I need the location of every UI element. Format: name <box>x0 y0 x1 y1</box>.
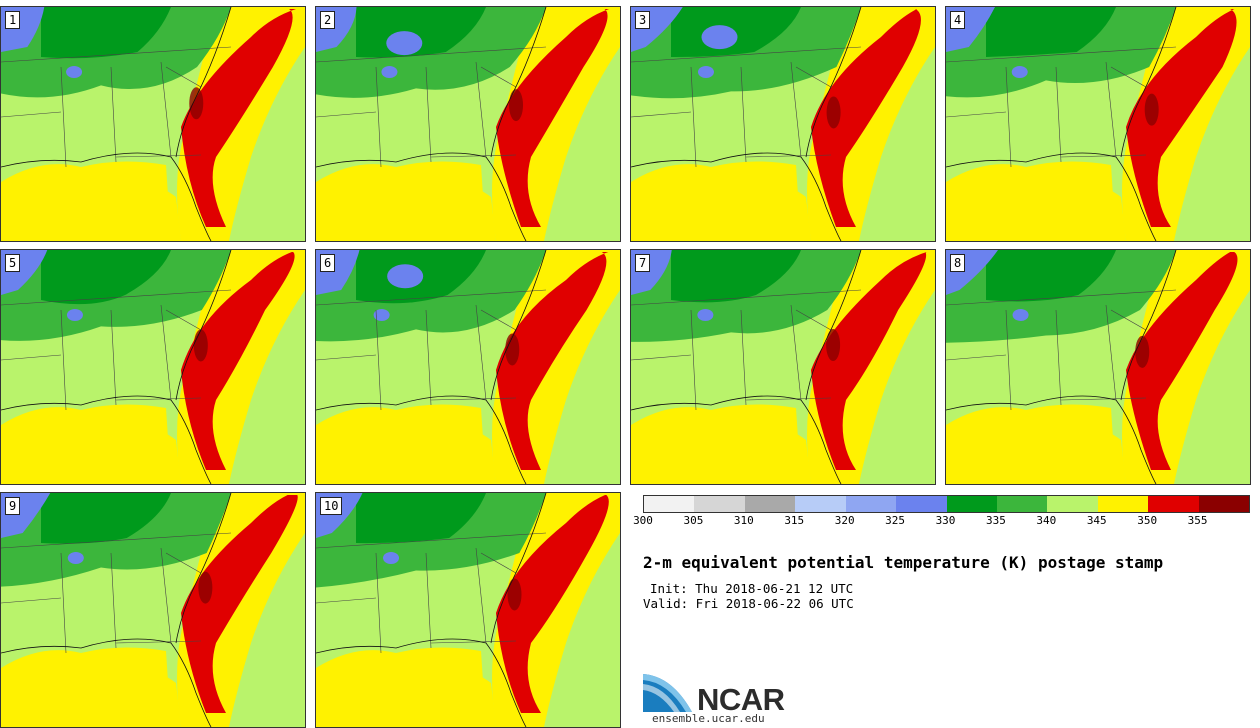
ensemble-member-panel: 2 <box>315 6 621 242</box>
colorbar-segment <box>946 496 997 512</box>
map-field <box>1 7 305 241</box>
member-number: 10 <box>320 497 343 515</box>
colorbar-segment <box>845 496 897 512</box>
ensemble-member-panel: 5 <box>0 249 306 485</box>
member-number: 6 <box>320 254 336 272</box>
map-field <box>316 7 620 241</box>
colorbar-tick-label: 330 <box>935 514 956 527</box>
ensemble-member-panel: 7 <box>630 249 936 485</box>
colorbar-tick-label: 355 <box>1187 514 1208 527</box>
colorbar-segment <box>1047 496 1098 512</box>
map-field <box>946 250 1250 484</box>
colorbar-segment <box>1097 496 1149 512</box>
colorbar-tick-label: 315 <box>784 514 805 527</box>
colorbar-segment <box>1198 496 1250 512</box>
map-field <box>316 493 620 727</box>
site-url: ensemble.ucar.edu <box>652 712 765 725</box>
member-number: 4 <box>950 11 966 29</box>
colorbar-tick-label: 345 <box>1086 514 1107 527</box>
ncar-logo-icon <box>643 674 692 712</box>
ensemble-member-panel: 6 <box>315 249 621 485</box>
colorbar <box>643 495 1250 513</box>
map-field <box>1 250 305 484</box>
map-field <box>946 7 1250 241</box>
ensemble-member-panel: 1 <box>0 6 306 242</box>
valid-time: Valid: Fri 2018-06-22 06 UTC <box>643 596 854 611</box>
colorbar-segment <box>1148 496 1199 512</box>
ensemble-member-panel: 8 <box>945 249 1251 485</box>
map-field <box>631 7 935 241</box>
colorbar-tick-label: 300 <box>633 514 653 527</box>
member-number: 2 <box>320 11 336 29</box>
member-number: 8 <box>950 254 966 272</box>
colorbar-segment <box>996 496 1048 512</box>
ensemble-member-panel: 9 <box>0 492 306 728</box>
member-number: 1 <box>5 11 21 29</box>
colorbar-tick-label: 310 <box>733 514 754 527</box>
colorbar-tick-label: 320 <box>834 514 855 527</box>
ncar-logo-text: NCAR <box>697 682 785 717</box>
figure-title: 2-m equivalent potential temperature (K)… <box>643 553 1164 572</box>
ensemble-member-panel: 4 <box>945 6 1251 242</box>
colorbar-segment <box>795 496 846 512</box>
colorbar-segment <box>896 496 947 512</box>
colorbar-tick-label: 340 <box>1036 514 1057 527</box>
map-field <box>631 250 935 484</box>
map-field <box>316 250 620 484</box>
ensemble-member-panel: 3 <box>630 6 936 242</box>
init-time: Init: Thu 2018-06-21 12 UTC <box>650 581 854 596</box>
colorbar-ticks: 300 305 310 315 320 325 330 335 340 345 350 355 <box>633 514 1248 530</box>
colorbar-tick-label: 305 <box>683 514 704 527</box>
ensemble-member-panel: 10 <box>315 492 621 728</box>
member-number: 3 <box>635 11 651 29</box>
colorbar-tick-label: 325 <box>885 514 906 527</box>
map-field <box>1 493 305 727</box>
member-number: 5 <box>5 254 21 272</box>
colorbar-tick-label: 350 <box>1137 514 1158 527</box>
colorbar-tick-label: 335 <box>985 514 1006 527</box>
colorbar-segment <box>744 496 796 512</box>
member-number: 9 <box>5 497 21 515</box>
member-number: 7 <box>635 254 651 272</box>
colorbar-segment <box>644 496 695 512</box>
colorbar-segment <box>694 496 745 512</box>
